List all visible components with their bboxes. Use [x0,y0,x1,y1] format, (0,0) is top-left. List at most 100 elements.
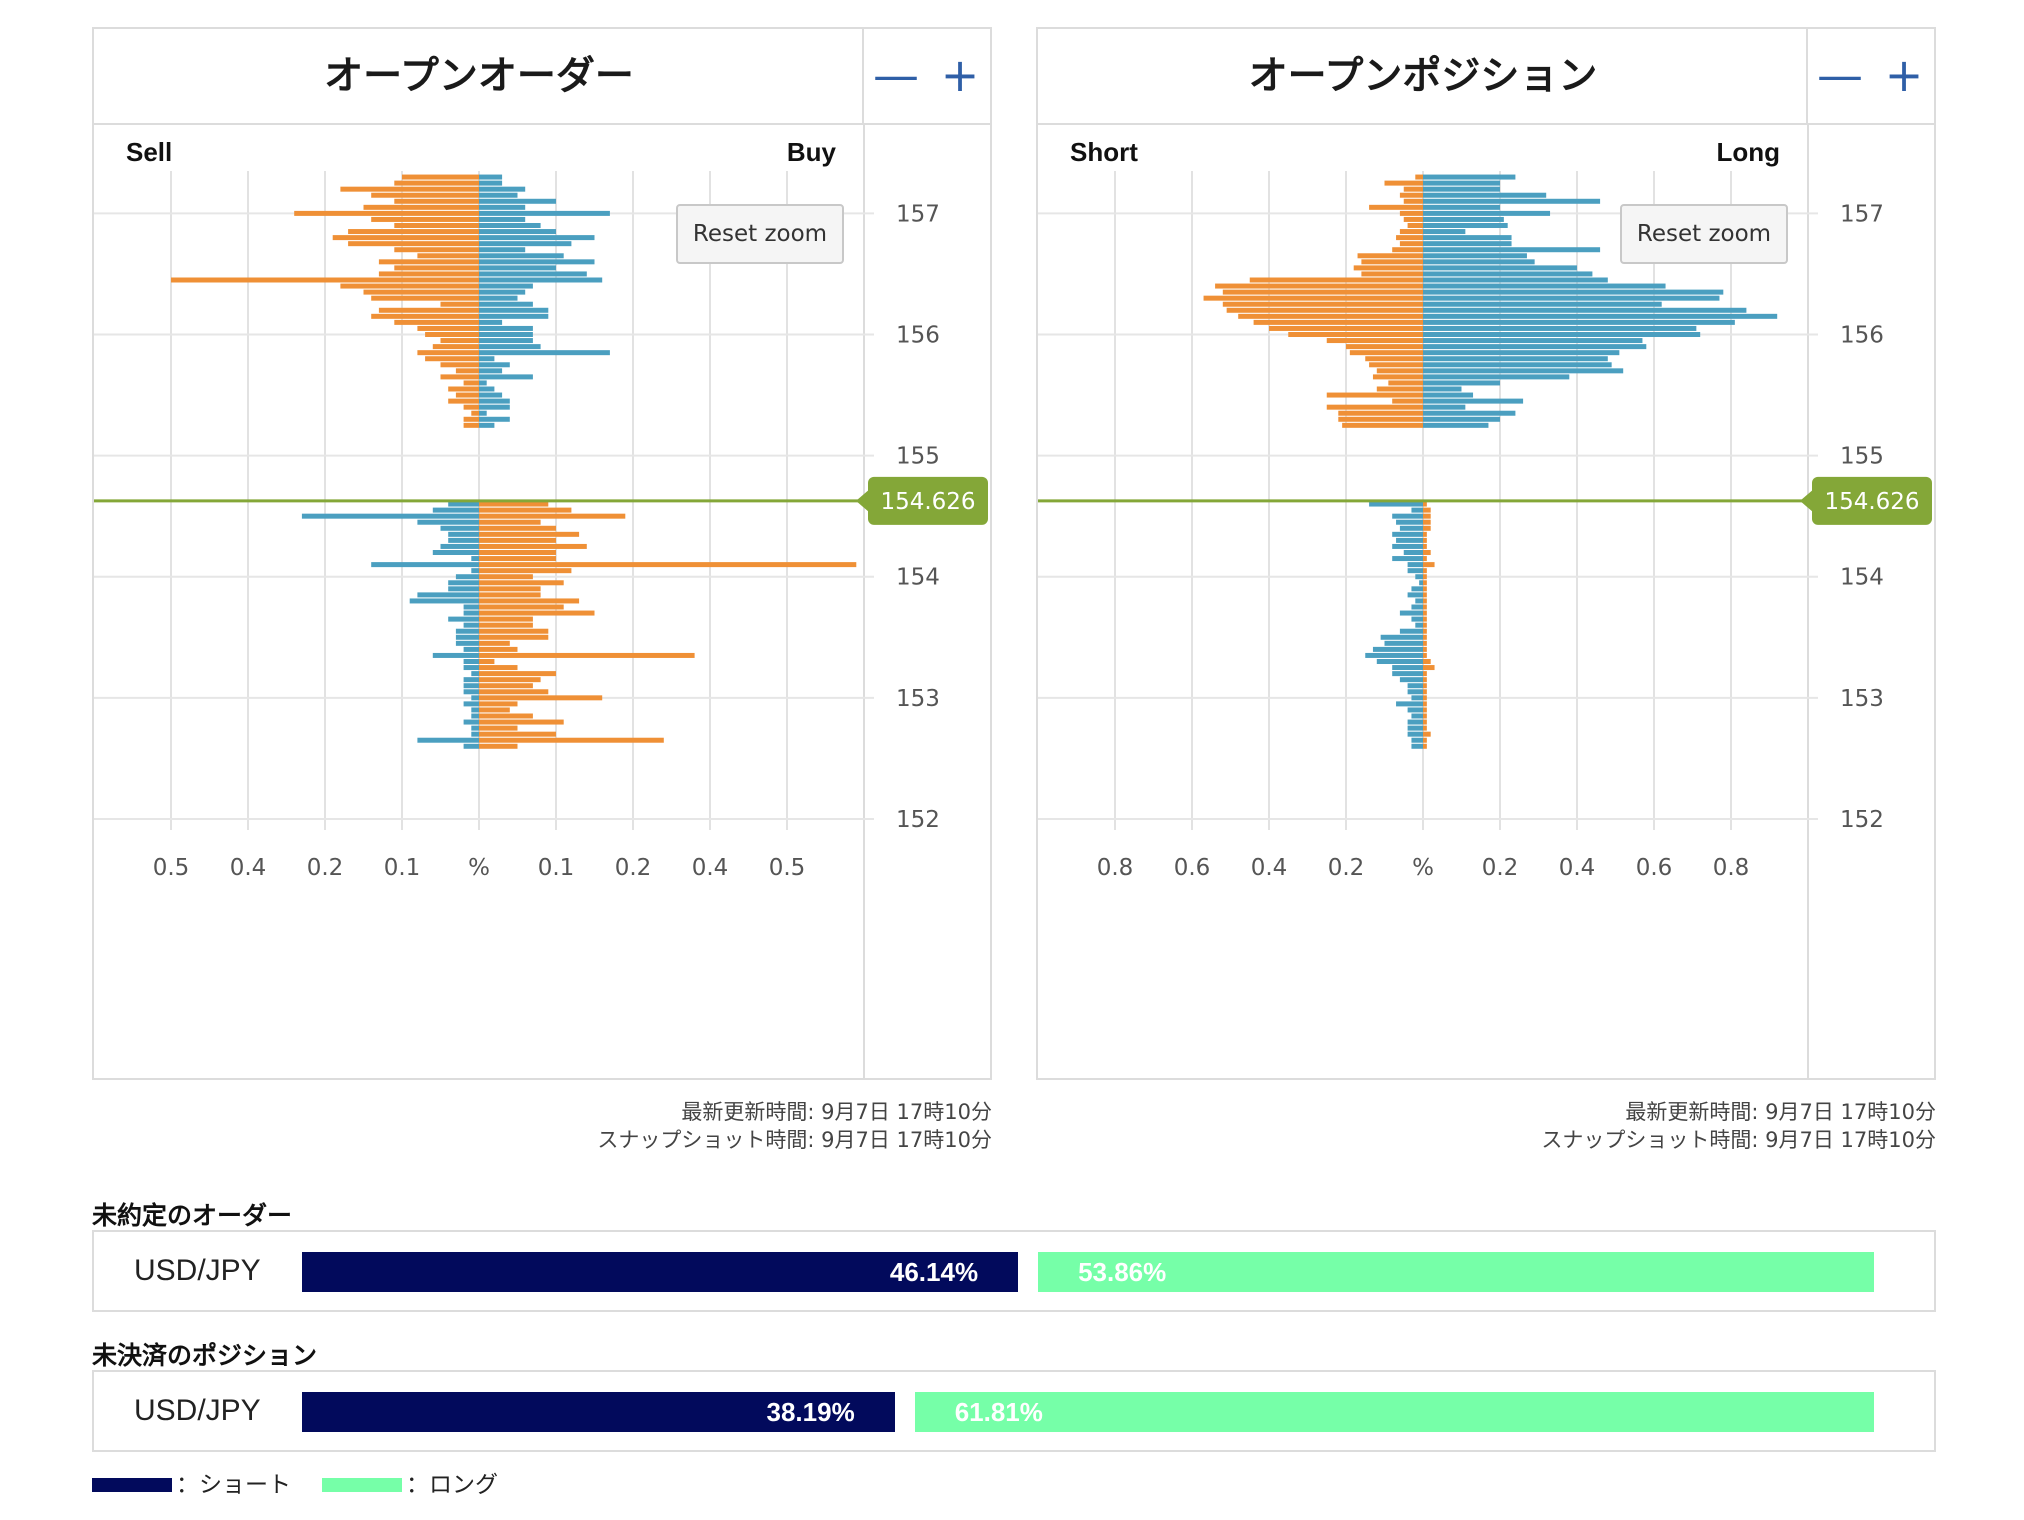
long-ratio-bar: 61.81% [914,1392,1874,1432]
x-tick-label: 0.5 [153,855,190,881]
reset-zoom-button[interactable]: Reset zoom [1620,204,1788,264]
bar-left [1369,204,1423,210]
bar-right [479,501,549,507]
bar-left [1369,362,1423,368]
x-tick-label: 0.8 [1097,855,1134,881]
open-positions-chart[interactable]: 157 156 155 154 153 152 Short Long 154.626 0.8 0.6… [1038,125,1934,1080]
zoom-out-button[interactable]: — [873,48,919,102]
bar-right [479,204,526,210]
bar-right [479,235,595,241]
bar-right [1423,338,1643,344]
bar-left [440,543,479,549]
bar-left [371,562,479,568]
bar-right [1423,192,1547,198]
bar-right [479,713,533,719]
x-tick-label: 0.1 [538,855,575,881]
x-tick-label: 0.1 [384,855,421,881]
bar-left [1372,646,1423,652]
bar-left [463,380,479,386]
bar-right [1423,743,1427,749]
bar-left [471,725,479,731]
bar-right [1423,404,1466,410]
bar-left [1411,737,1423,743]
bar-right [479,525,556,531]
bar-left [394,319,479,325]
bar-right [479,665,518,671]
right-side-label: Long [1716,137,1780,167]
bar-right [479,350,610,356]
bar-right [479,640,510,646]
bar-right [479,707,510,713]
bar-right [479,622,533,628]
zoom-in-button[interactable]: + [940,48,980,102]
bar-left [440,301,479,307]
bar-right [1423,392,1474,398]
bar-right [479,556,556,562]
bar-right [479,683,533,689]
bar-right [1423,634,1427,640]
bar-left [1226,307,1423,313]
bar-left [1411,507,1423,513]
bar-left [448,386,479,392]
bar-right [1423,501,1427,507]
bar-right [1423,616,1427,622]
left-side-label: Short [1070,137,1138,167]
bar-right [479,537,556,543]
bar-left [409,598,479,604]
bar-right [1423,665,1435,671]
bar-left [1396,235,1423,241]
bar-left [463,604,479,610]
panel-header: オープンオーダー — + [94,29,990,125]
bar-left [340,283,479,289]
x-tick-label: 0.2 [307,855,344,881]
bar-right [1423,725,1427,731]
bar-right [479,223,541,228]
bar-right [1423,543,1427,549]
bar-left [1407,592,1423,598]
bar-left [1326,404,1423,410]
bar-left [1411,604,1423,610]
bar-right [479,580,564,586]
bar-left [471,410,479,416]
bar-left [1399,241,1423,247]
bar-right [479,598,580,604]
bar-right [1423,204,1500,210]
short-ratio-bar: 38.19% [302,1392,895,1432]
bar-right [1423,289,1724,295]
current-price-pointer [856,488,870,513]
bar-left [417,519,479,525]
bar-left [448,537,479,543]
bar-left [1407,725,1423,731]
bar-left [1411,695,1423,701]
bar-right [1423,646,1427,652]
price-tick-label: 153 [1840,686,1884,712]
bar-right [479,531,580,537]
bar-left [448,531,479,537]
x-tick-label: 0.2 [1482,855,1519,881]
price-tick-label: 154 [896,565,940,591]
bar-right [1423,525,1431,531]
bar-left [463,659,479,664]
x-tick-label: % [1412,855,1434,881]
zoom-out-button[interactable]: — [1817,48,1863,102]
bar-right [479,289,526,295]
bar-left [463,404,479,410]
bar-right [1423,737,1427,743]
bar-left [1326,338,1423,344]
bar-right [1423,253,1527,259]
bar-left [1222,289,1423,295]
reset-zoom-button[interactable]: Reset zoom [676,204,844,264]
bar-right [479,229,556,235]
bar-left [440,362,479,368]
open-orders-chart[interactable]: 157 156 155 154 153 152 Sell Buy 154.626 0.5 0.4 0.… [94,125,990,1080]
bar-left [463,719,479,725]
bar-right [479,283,533,289]
bar-right [479,646,518,652]
zoom-in-button[interactable]: + [1884,48,1924,102]
bar-left [448,398,479,404]
bar-left [1380,634,1423,640]
bar-left [1392,665,1423,671]
bar-right [479,659,495,664]
bar-left [1288,332,1423,337]
bar-right [1423,701,1427,707]
